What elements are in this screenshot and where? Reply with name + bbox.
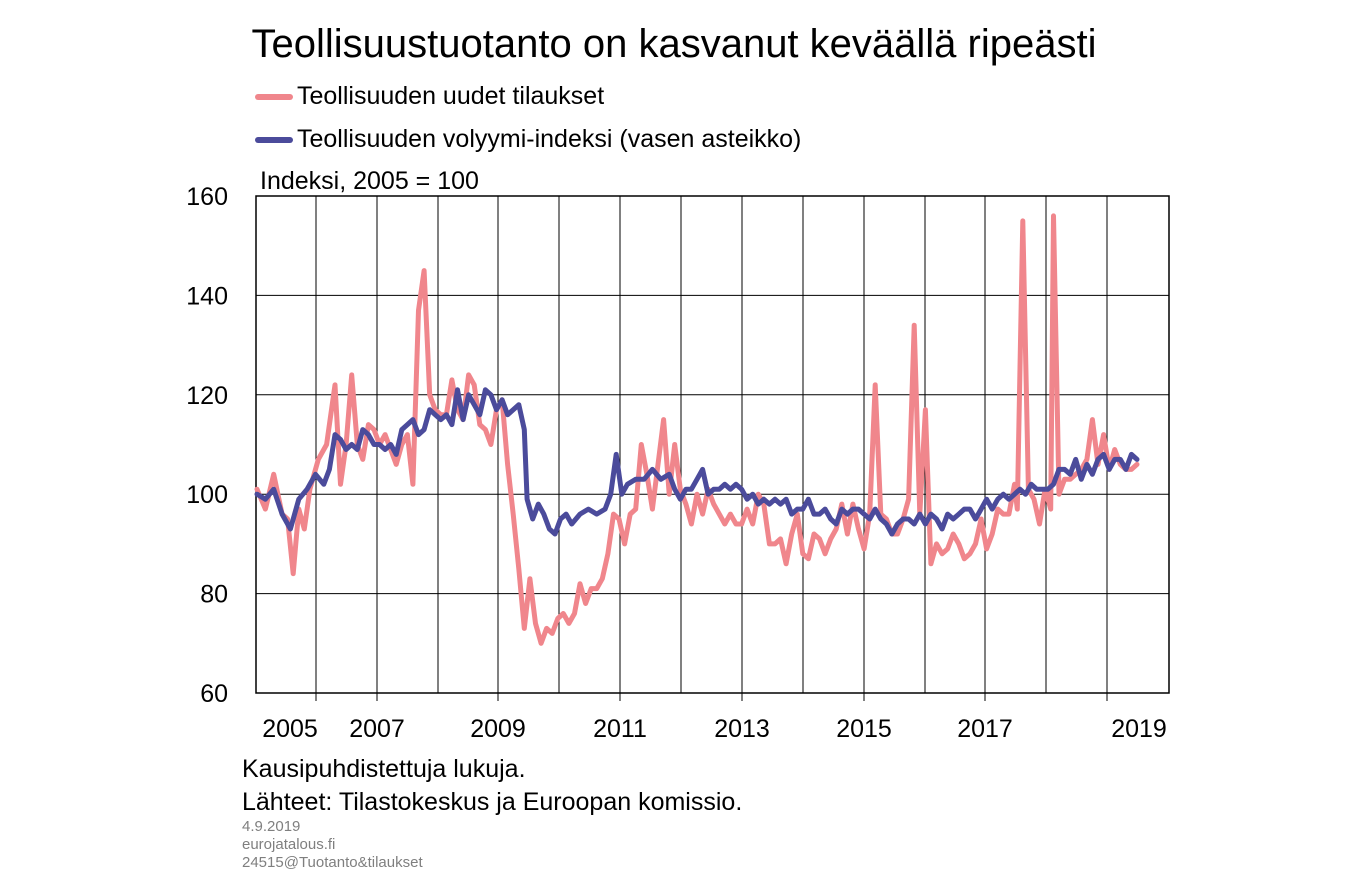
series-line-volume xyxy=(254,387,1140,537)
x-tick-label-2005: 2005 xyxy=(262,715,318,743)
plot-frame xyxy=(255,195,1170,694)
x-tick-label-2009: 2009 xyxy=(470,715,526,743)
legend-swatch-orders xyxy=(255,93,293,100)
legend-item-volume: Teollisuuden volyymi-indeksi (vasen aste… xyxy=(255,125,801,154)
y-tick-label-100: 100 xyxy=(186,481,228,509)
chart-title: Teollisuustuotanto on kasvanut keväällä … xyxy=(251,22,1097,66)
legend-label-orders: Teollisuuden uudet tilaukset xyxy=(297,82,605,110)
note-seasonal: Kausipuhdistettuja lukuja. xyxy=(242,755,526,783)
x-tick-label-2007: 2007 xyxy=(349,715,405,743)
y-tick-label-140: 140 xyxy=(186,282,228,310)
legend-swatch-volume xyxy=(255,136,293,143)
y-tick-label-80: 80 xyxy=(200,581,228,609)
y-tick-label-120: 120 xyxy=(186,382,228,410)
legend-label-volume: Teollisuuden volyymi-indeksi (vasen aste… xyxy=(297,125,802,153)
x-tick-label-2019: 2019 xyxy=(1111,715,1167,743)
x-tick-label-2013: 2013 xyxy=(714,715,770,743)
legend-item-orders: Teollisuuden uudet tilaukset xyxy=(255,82,604,111)
note-sources: Lähteet: Tilastokeskus ja Euroopan komis… xyxy=(242,788,743,816)
footer-date: 4.9.2019 xyxy=(242,818,301,835)
x-tick-label-2017: 2017 xyxy=(957,715,1013,743)
x-tick-label-2011: 2011 xyxy=(593,715,647,743)
y-tick-label-60: 60 xyxy=(200,680,228,708)
footer-site: eurojatalous.fi xyxy=(242,836,336,853)
footer-id: 24515@Tuotanto&tilaukset xyxy=(242,854,423,871)
y-tick-label-160: 160 xyxy=(186,183,228,211)
y-axis-unit-label: Indeksi, 2005 = 100 xyxy=(260,167,479,195)
series-line-orders xyxy=(254,213,1140,646)
x-tick-label-2015: 2015 xyxy=(836,715,892,743)
